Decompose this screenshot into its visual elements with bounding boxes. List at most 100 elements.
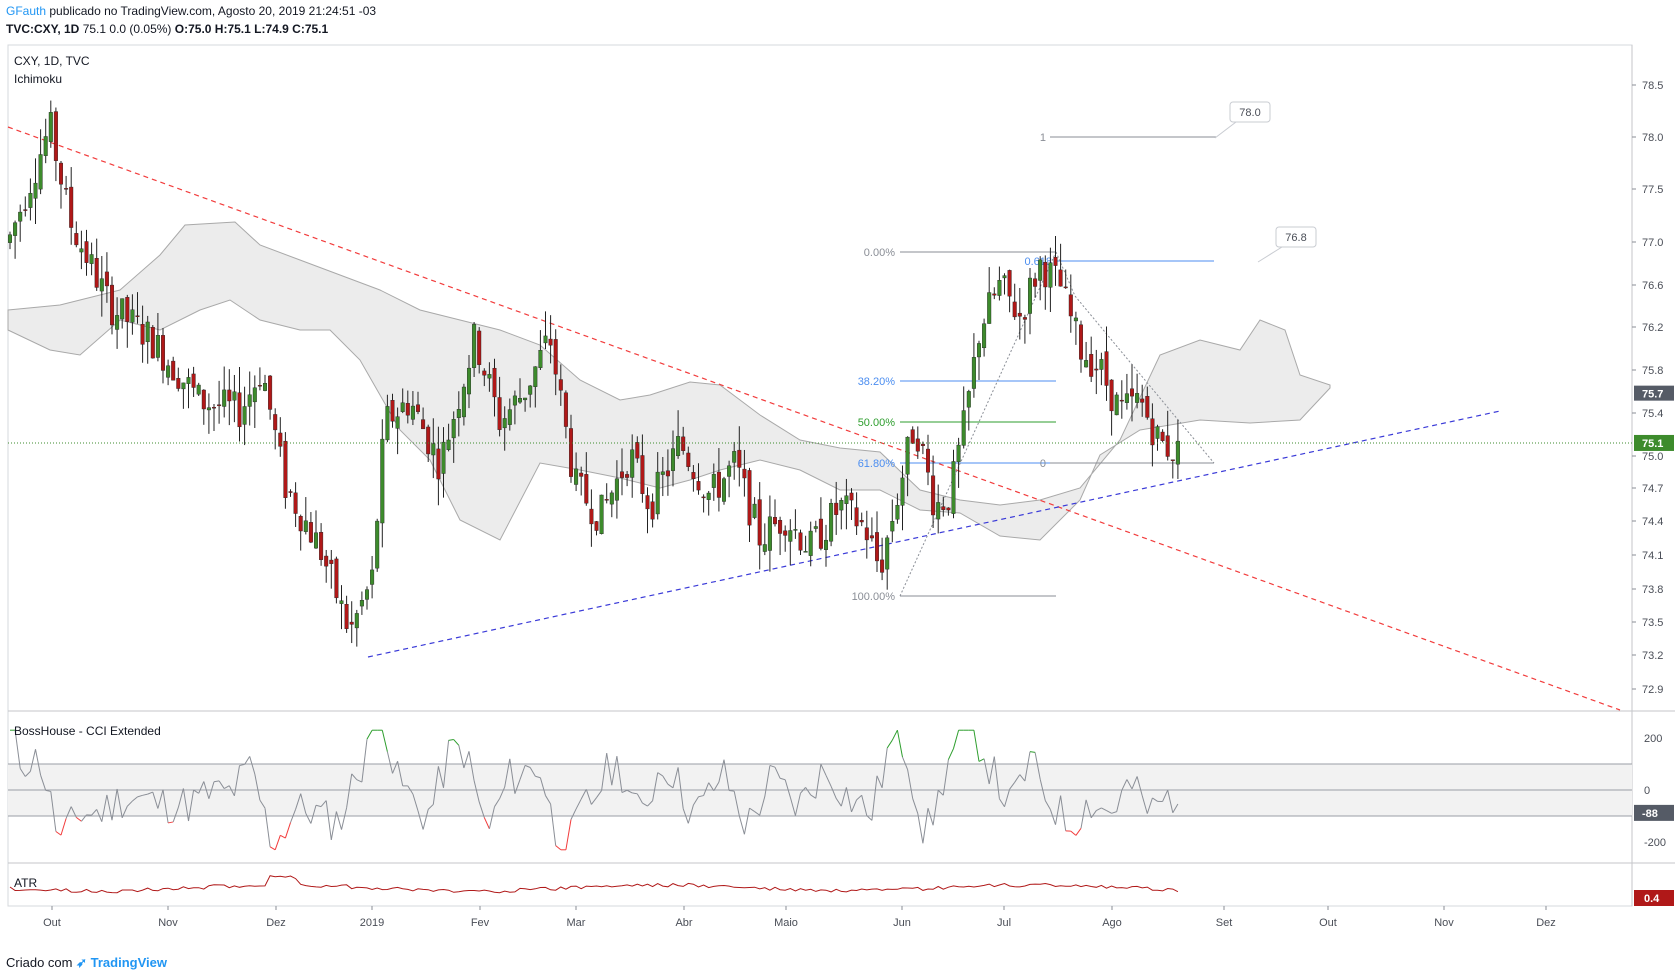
cci-segment (188, 790, 195, 822)
candle-body (125, 297, 130, 322)
candle-body (946, 507, 951, 511)
time-tick-label: Out (1319, 917, 1337, 929)
candle-body (278, 432, 283, 447)
footer-brand[interactable]: TradingView (90, 955, 167, 970)
price-callout (1275, 226, 1317, 248)
cci-pane-title: BossHouse - CCI Extended (14, 724, 161, 738)
cci-segment (468, 751, 475, 781)
candle-body (1007, 270, 1012, 297)
price-tick-label: 73.2 (1642, 650, 1663, 662)
candle-body (1053, 257, 1058, 266)
candle-body (99, 278, 104, 292)
time-tick-label: Fev (471, 917, 490, 929)
trendlines (7, 126, 1621, 711)
candle-body (982, 323, 987, 349)
candle-body (33, 182, 38, 199)
candle-body (186, 377, 191, 384)
time-tick-label: 2019 (360, 917, 384, 929)
price-axis: 78.5 78.0 77.5 77.0 76.6 76.2 75.8 75.4 75.0 74.7… (8, 80, 1674, 696)
cci-segment (341, 807, 348, 830)
uptrend-line (367, 410, 1501, 658)
candle-body (160, 335, 165, 371)
candle-body (314, 532, 319, 549)
candle-body (64, 188, 69, 190)
candle-body (915, 438, 920, 452)
cci-segment (1080, 799, 1087, 829)
cci-segment (1039, 779, 1046, 801)
cci-segment (642, 802, 648, 807)
candle-body (1140, 398, 1145, 403)
candle-body (1002, 275, 1007, 279)
candle-body (1119, 399, 1124, 402)
price-callout-label: 78.0 (1239, 107, 1260, 119)
candle-body (380, 438, 385, 524)
candle-body (84, 241, 89, 263)
candle-body (1017, 312, 1022, 317)
time-tick-label: Ago (1102, 917, 1122, 929)
candle-body (130, 309, 135, 323)
candle-body (242, 406, 247, 425)
ohlc-values: O:75.0 H:75.1 L:74.9 C:75.1 (174, 22, 329, 36)
cci-segment (580, 789, 587, 800)
cci-segment (60, 818, 67, 836)
cci-segment (636, 793, 643, 804)
candle-body (920, 443, 925, 446)
candle-body (875, 532, 880, 562)
cci-segment (499, 786, 506, 799)
cci-segment (1141, 795, 1148, 814)
candle-body (844, 495, 849, 504)
cci-segment (228, 785, 235, 797)
cci-segment (111, 788, 118, 821)
cci-segment (1019, 774, 1026, 782)
fib-extension-label: 0 (1040, 458, 1046, 470)
cci-segment (616, 756, 623, 793)
cci-segment (754, 811, 760, 816)
cci-segment (550, 803, 557, 846)
cci-segment (264, 808, 271, 847)
cci-segment (682, 808, 689, 824)
candle-body (191, 373, 196, 388)
cci-segment (927, 808, 934, 826)
cci-segment (315, 804, 322, 808)
cci-segment (91, 809, 98, 816)
fib-retracement-label: 0.00% (864, 247, 895, 259)
candle-body (548, 338, 553, 346)
cci-segment (810, 794, 817, 799)
cci-segment (453, 739, 460, 746)
cci-segment (1146, 797, 1153, 814)
candle-body (773, 517, 778, 525)
cci-segment (871, 775, 878, 821)
fibonacci-tools: 0.00%38.20%50.00%61.80%100.00%10.618078.… (852, 101, 1317, 603)
cci-segment (667, 783, 674, 789)
candle-body (594, 521, 599, 531)
candle-body (599, 494, 604, 534)
candle-body (1084, 360, 1089, 368)
candle-body (1038, 259, 1043, 281)
author-name[interactable]: GFauth (6, 4, 47, 18)
candle-body (977, 343, 982, 358)
candle-body (686, 452, 691, 467)
candle-body (1165, 435, 1170, 457)
candle-body (533, 366, 538, 387)
cci-segment (830, 786, 837, 799)
candle-body (104, 271, 109, 287)
candle-body (808, 530, 813, 556)
candle-body (813, 526, 818, 529)
candle-body (349, 621, 354, 625)
fib-retracement-diagonal (899, 251, 1057, 597)
tradingview-logo-icon: ➶ (76, 955, 87, 970)
candle-body (487, 374, 492, 379)
candle-body (931, 475, 936, 516)
cci-segment (692, 796, 699, 806)
cci-segment (116, 788, 123, 818)
cci-segment (800, 787, 806, 794)
price-tick-label: 75.4 (1642, 408, 1663, 420)
cci-segment (213, 780, 220, 783)
candle-body (1073, 317, 1078, 322)
cci-segment (193, 789, 199, 794)
cci-segment (555, 845, 562, 851)
price-tick-label: 77.5 (1642, 184, 1663, 196)
price-tick-label: 74.7 (1642, 483, 1663, 495)
candle-body (691, 472, 696, 479)
candle-body (303, 520, 308, 532)
